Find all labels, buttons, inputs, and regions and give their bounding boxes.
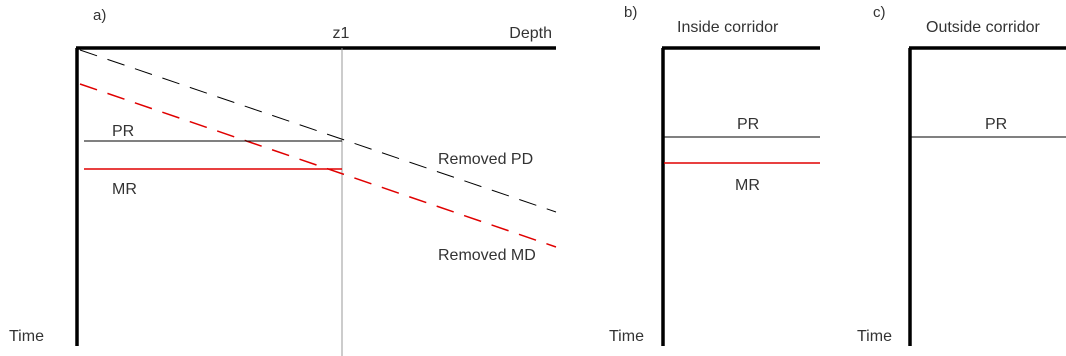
panel-c-pr-label: PR [985,116,1007,133]
panel-b-mr-label: MR [735,177,760,194]
panel-c-time-label: Time [857,328,892,345]
removed-pd-label: Removed PD [438,151,533,168]
inside-corridor-title: Inside corridor [677,19,779,36]
depth-axis-label: Depth [509,25,552,42]
time-axis-label: Time [9,328,44,345]
panel-b-pr-label: PR [737,116,759,133]
outside-corridor-title: Outside corridor [926,19,1040,36]
mr-label: MR [112,181,137,198]
removed-pd-line [79,49,557,213]
removed-md-label: Removed MD [438,247,536,264]
panel-b: b) Inside corridor PR MR Time [609,4,820,346]
panel-c: c) Outside corridor PR Time [857,4,1066,346]
panel-c-tag: c) [873,4,886,21]
removed-md-line [79,83,557,248]
panel-b-tag: b) [624,4,637,21]
panel-a: a) z1 Depth PR MR Removed PD Removed MD … [9,7,557,356]
z1-label: z1 [333,25,350,42]
panel-a-tag: a) [93,7,106,24]
panel-b-time-label: Time [609,328,644,345]
pr-label: PR [112,123,134,140]
